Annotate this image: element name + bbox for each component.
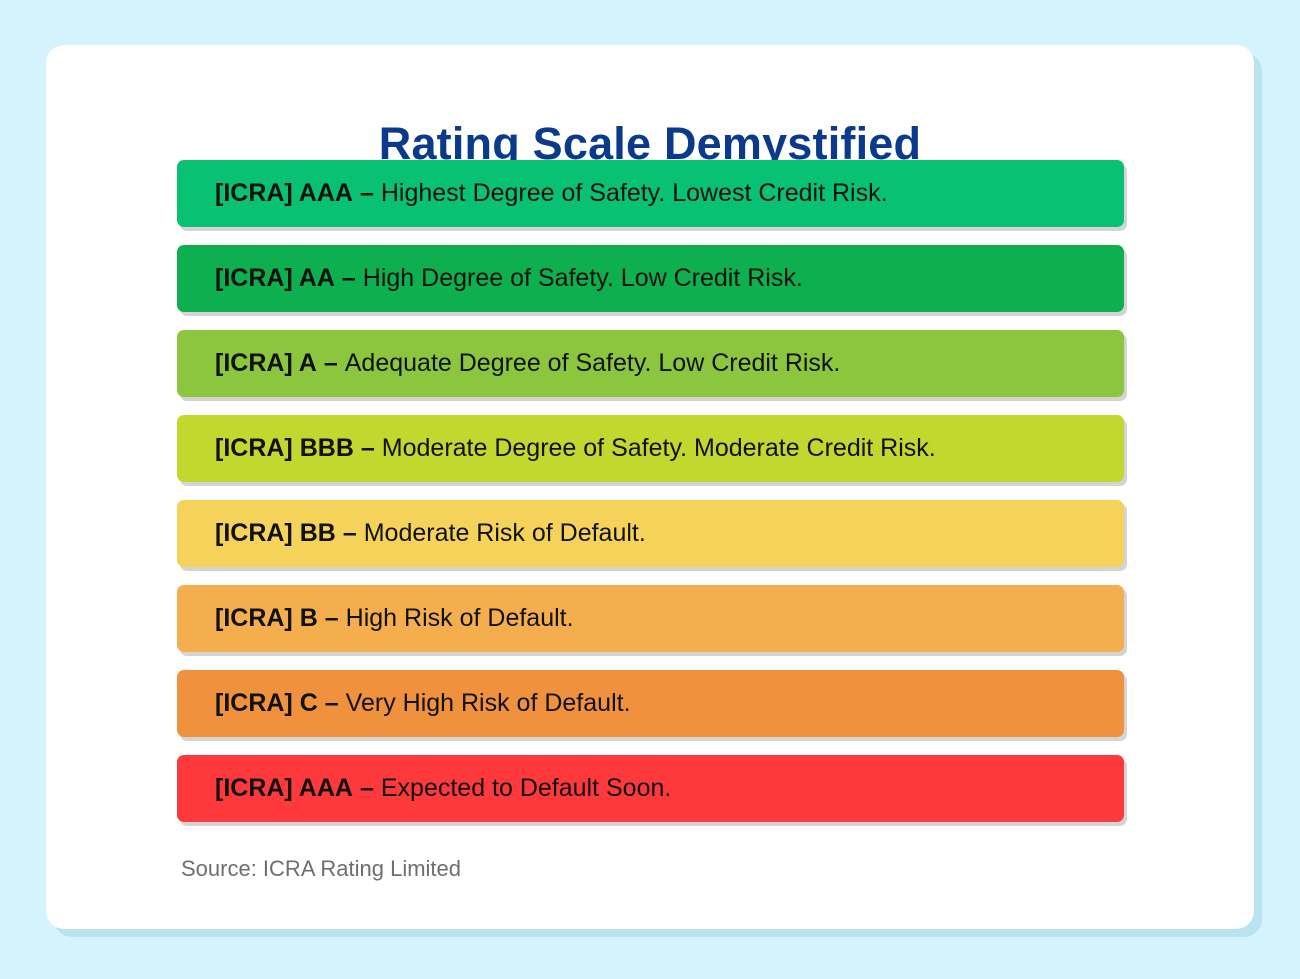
rating-code: [ICRA] BBB bbox=[215, 434, 354, 462]
rating-description: Moderate Degree of Safety. Moderate Cred… bbox=[381, 434, 936, 462]
rating-description: Adequate Degree of Safety. Low Credit Ri… bbox=[344, 349, 841, 377]
rating-dash: – bbox=[324, 604, 339, 632]
source-note: Source: ICRA Rating Limited bbox=[181, 856, 462, 881]
rating-dash: – bbox=[342, 519, 357, 547]
rating-code: [ICRA] C bbox=[215, 689, 318, 717]
rating-card: Rating Scale Demystified [ICRA] AAA – Hi… bbox=[46, 45, 1254, 929]
rating-dash: – bbox=[360, 434, 375, 462]
rating-description: Moderate Risk of Default. bbox=[363, 519, 646, 547]
rating-dash: – bbox=[341, 264, 356, 292]
rating-code: [ICRA] BB bbox=[215, 519, 336, 547]
rating-row-default: [ICRA] AAA – Expected to Default Soon. bbox=[177, 755, 1124, 822]
rating-row-bbb: [ICRA] BBB – Moderate Degree of Safety. … bbox=[177, 415, 1124, 482]
rating-dash: – bbox=[359, 179, 374, 207]
rating-code: [ICRA] AAA bbox=[215, 179, 353, 207]
rating-code: [ICRA] AA bbox=[215, 264, 335, 292]
rating-description: Very High Risk of Default. bbox=[345, 689, 631, 717]
rating-code: [ICRA] B bbox=[215, 604, 318, 632]
rating-code: [ICRA] AAA bbox=[215, 774, 353, 802]
rating-code: [ICRA] A bbox=[215, 349, 317, 377]
rating-row-a: [ICRA] A – Adequate Degree of Safety. Lo… bbox=[177, 330, 1124, 397]
rating-row-aa: [ICRA] AA – High Degree of Safety. Low C… bbox=[177, 245, 1124, 312]
rating-dash: – bbox=[323, 349, 338, 377]
rating-row-aaa: [ICRA] AAA – Highest Degree of Safety. L… bbox=[177, 160, 1124, 227]
rating-row-bb: [ICRA] BB – Moderate Risk of Default. bbox=[177, 500, 1124, 567]
rating-description: High Degree of Safety. Low Credit Risk. bbox=[362, 264, 803, 292]
rating-row-c: [ICRA] C – Very High Risk of Default. bbox=[177, 670, 1124, 737]
rating-list: [ICRA] AAA – Highest Degree of Safety. L… bbox=[177, 160, 1124, 840]
rating-dash: – bbox=[324, 689, 339, 717]
rating-dash: – bbox=[359, 774, 374, 802]
rating-description: Highest Degree of Safety. Lowest Credit … bbox=[380, 179, 888, 207]
rating-row-b: [ICRA] B – High Risk of Default. bbox=[177, 585, 1124, 652]
rating-description: Expected to Default Soon. bbox=[380, 774, 672, 802]
rating-description: High Risk of Default. bbox=[345, 604, 574, 632]
